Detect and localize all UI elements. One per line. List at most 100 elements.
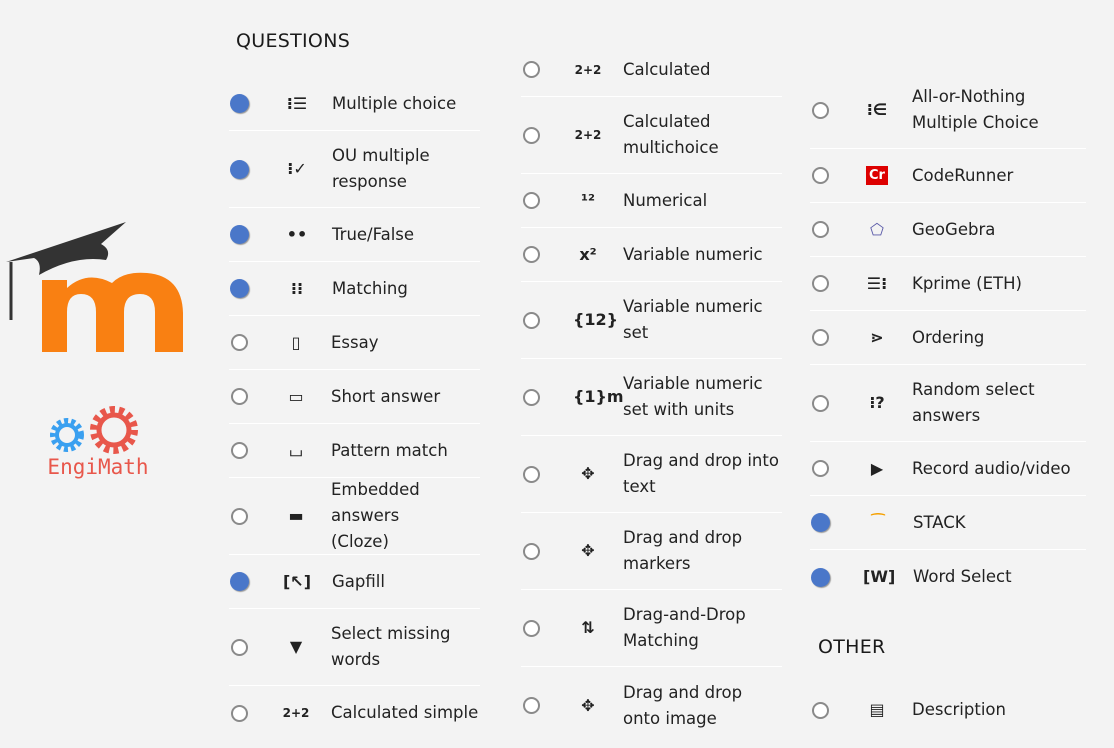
question-type-option[interactable]: ✥ Drag and drop markers [521, 513, 782, 590]
question-type-option[interactable]: 2+2 Calculated multichoice [521, 97, 782, 174]
question-type-option[interactable]: ⁝∈ All-or-Nothing Multiple Choice [810, 72, 1086, 149]
label-line: Drag and drop [623, 682, 743, 702]
label-line: Embedded answers [331, 480, 420, 525]
radio-unselected[interactable] [523, 542, 540, 560]
label-line: Matching [332, 278, 408, 298]
label-line: (Cloze) [331, 532, 389, 551]
question-type-option[interactable]: ⁝✓ OU multiple response [229, 131, 480, 208]
radio-unselected[interactable] [812, 701, 829, 719]
radio-unselected[interactable] [231, 704, 248, 722]
label-line: Select missing [331, 624, 451, 643]
option-label: STACK [913, 510, 966, 536]
question-type-option[interactable]: •• True/False [229, 208, 480, 262]
radio-unselected[interactable] [523, 61, 540, 78]
option-label: OU multiple response [332, 143, 430, 195]
radio-unselected[interactable] [812, 221, 829, 238]
questions-column-2: 2+2 Calculated 2+2 Calculated multichoice ¹² N… [521, 43, 782, 744]
radio-unselected[interactable] [231, 388, 248, 405]
radio-selected[interactable] [230, 94, 249, 113]
radio-unselected[interactable] [812, 460, 829, 477]
label-line: Drag and drop [623, 528, 743, 547]
question-type-option[interactable]: ⁝⁝ Matching [229, 262, 480, 316]
radio-unselected[interactable] [812, 329, 829, 346]
radio-selected[interactable] [811, 513, 830, 532]
option-label: Calculated simple [331, 700, 478, 726]
radio-unselected[interactable] [523, 619, 540, 637]
radio-unselected[interactable] [812, 394, 829, 412]
radio-selected[interactable] [230, 225, 249, 244]
numerical-icon: ¹² [580, 190, 595, 210]
option-label: Variable numeric [623, 242, 763, 268]
question-type-option[interactable]: ▬ Embedded answers (Cloze) [229, 478, 480, 555]
question-type-option[interactable]: ✥ Drag and drop into text [521, 436, 782, 513]
question-type-option[interactable]: x² Variable numeric [521, 228, 782, 282]
radio-unselected[interactable] [812, 167, 829, 184]
radio-unselected[interactable] [523, 697, 540, 714]
question-type-option[interactable]: ✥ Drag and drop onto image [521, 667, 782, 744]
question-type-option[interactable]: ⌴ Pattern match [229, 424, 480, 478]
radio-selected[interactable] [230, 279, 249, 298]
option-label: Variable numeric set [623, 294, 763, 346]
question-type-option[interactable]: [↖] Gapfill [229, 555, 480, 609]
question-type-option[interactable]: ▭ Short answer [229, 370, 480, 424]
question-type-option[interactable]: ▶ Record audio/video [810, 442, 1086, 496]
question-type-option[interactable]: 2+2 Calculated [521, 43, 782, 97]
radio-unselected[interactable] [523, 311, 540, 329]
question-type-option[interactable]: ⋗ Ordering [810, 311, 1086, 365]
option-label: All-or-Nothing Multiple Choice [912, 84, 1039, 136]
question-type-option[interactable]: ▼ Select missing words [229, 609, 480, 686]
radio-unselected[interactable] [523, 388, 540, 406]
radio-unselected[interactable] [523, 246, 540, 263]
question-type-option[interactable]: ▤ Description [810, 683, 1086, 737]
engimath-logo: EngiMath [40, 403, 160, 485]
radio-unselected[interactable] [231, 442, 248, 459]
radio-unselected[interactable] [523, 126, 540, 144]
question-type-option[interactable]: ☰⁝ Kprime (ETH) [810, 257, 1086, 311]
option-label: Short answer [331, 384, 440, 410]
record-icon: ▶ [870, 458, 884, 478]
option-label: Essay [331, 330, 379, 356]
question-type-option[interactable]: ⇅ Drag-and-Drop Matching [521, 590, 782, 667]
option-label: Calculated multichoice [623, 109, 719, 161]
question-type-option[interactable]: ⬠ GeoGebra [810, 203, 1086, 257]
question-type-option[interactable]: ⁝? Random select answers [810, 365, 1086, 442]
questions-column-1: ⁝☰ Multiple choice ⁝✓ OU multiple response ••… [229, 77, 480, 740]
radio-selected[interactable] [230, 159, 249, 179]
radio-unselected[interactable] [812, 101, 829, 119]
coderunner-icon: Cr [866, 166, 888, 185]
variable-numeric-icon: x² [579, 244, 597, 264]
label-line: Variable numeric [623, 244, 763, 264]
question-type-option[interactable]: {1}m Variable numeric set with units [521, 359, 782, 436]
word-select-icon: [W] [863, 567, 896, 586]
question-type-option[interactable]: ▯ Essay [229, 316, 480, 370]
matching-icon: ⁝⁝ [290, 278, 304, 298]
question-type-option[interactable]: {12} Variable numeric set [521, 282, 782, 359]
label-line: Short answer [331, 386, 441, 406]
question-type-option[interactable]: Cr CodeRunner [810, 149, 1086, 203]
text-box-icon: ▭ [288, 386, 304, 406]
question-type-option[interactable]: ⁀ STACK [810, 496, 1086, 550]
label-line: Word Select [913, 567, 1012, 586]
option-label: Calculated [623, 57, 711, 83]
option-label: Matching [332, 276, 408, 302]
option-label: Pattern match [331, 438, 448, 464]
radio-unselected[interactable] [231, 334, 248, 351]
question-type-option[interactable]: ¹² Numerical [521, 174, 782, 228]
label-line: markers [623, 554, 691, 573]
radio-unselected[interactable] [231, 638, 248, 656]
radio-unselected[interactable] [523, 465, 540, 483]
radio-unselected[interactable] [523, 192, 540, 209]
label-line: response [332, 172, 407, 191]
radio-unselected[interactable] [812, 275, 829, 292]
question-type-option[interactable]: [W] Word Select [810, 550, 1086, 604]
radio-selected[interactable] [811, 567, 830, 587]
kprime-icon: ☰⁝ [866, 273, 888, 293]
radio-selected[interactable] [230, 572, 249, 591]
label-line: True/False [332, 224, 415, 244]
calculated-multi-icon: 2+2 [574, 128, 602, 142]
all-or-nothing-icon: ⁝∈ [866, 100, 888, 119]
label-line: set [623, 323, 649, 342]
radio-unselected[interactable] [231, 507, 248, 525]
question-type-option[interactable]: 2+2 Calculated simple [229, 686, 480, 740]
question-type-option[interactable]: ⁝☰ Multiple choice [229, 77, 480, 131]
